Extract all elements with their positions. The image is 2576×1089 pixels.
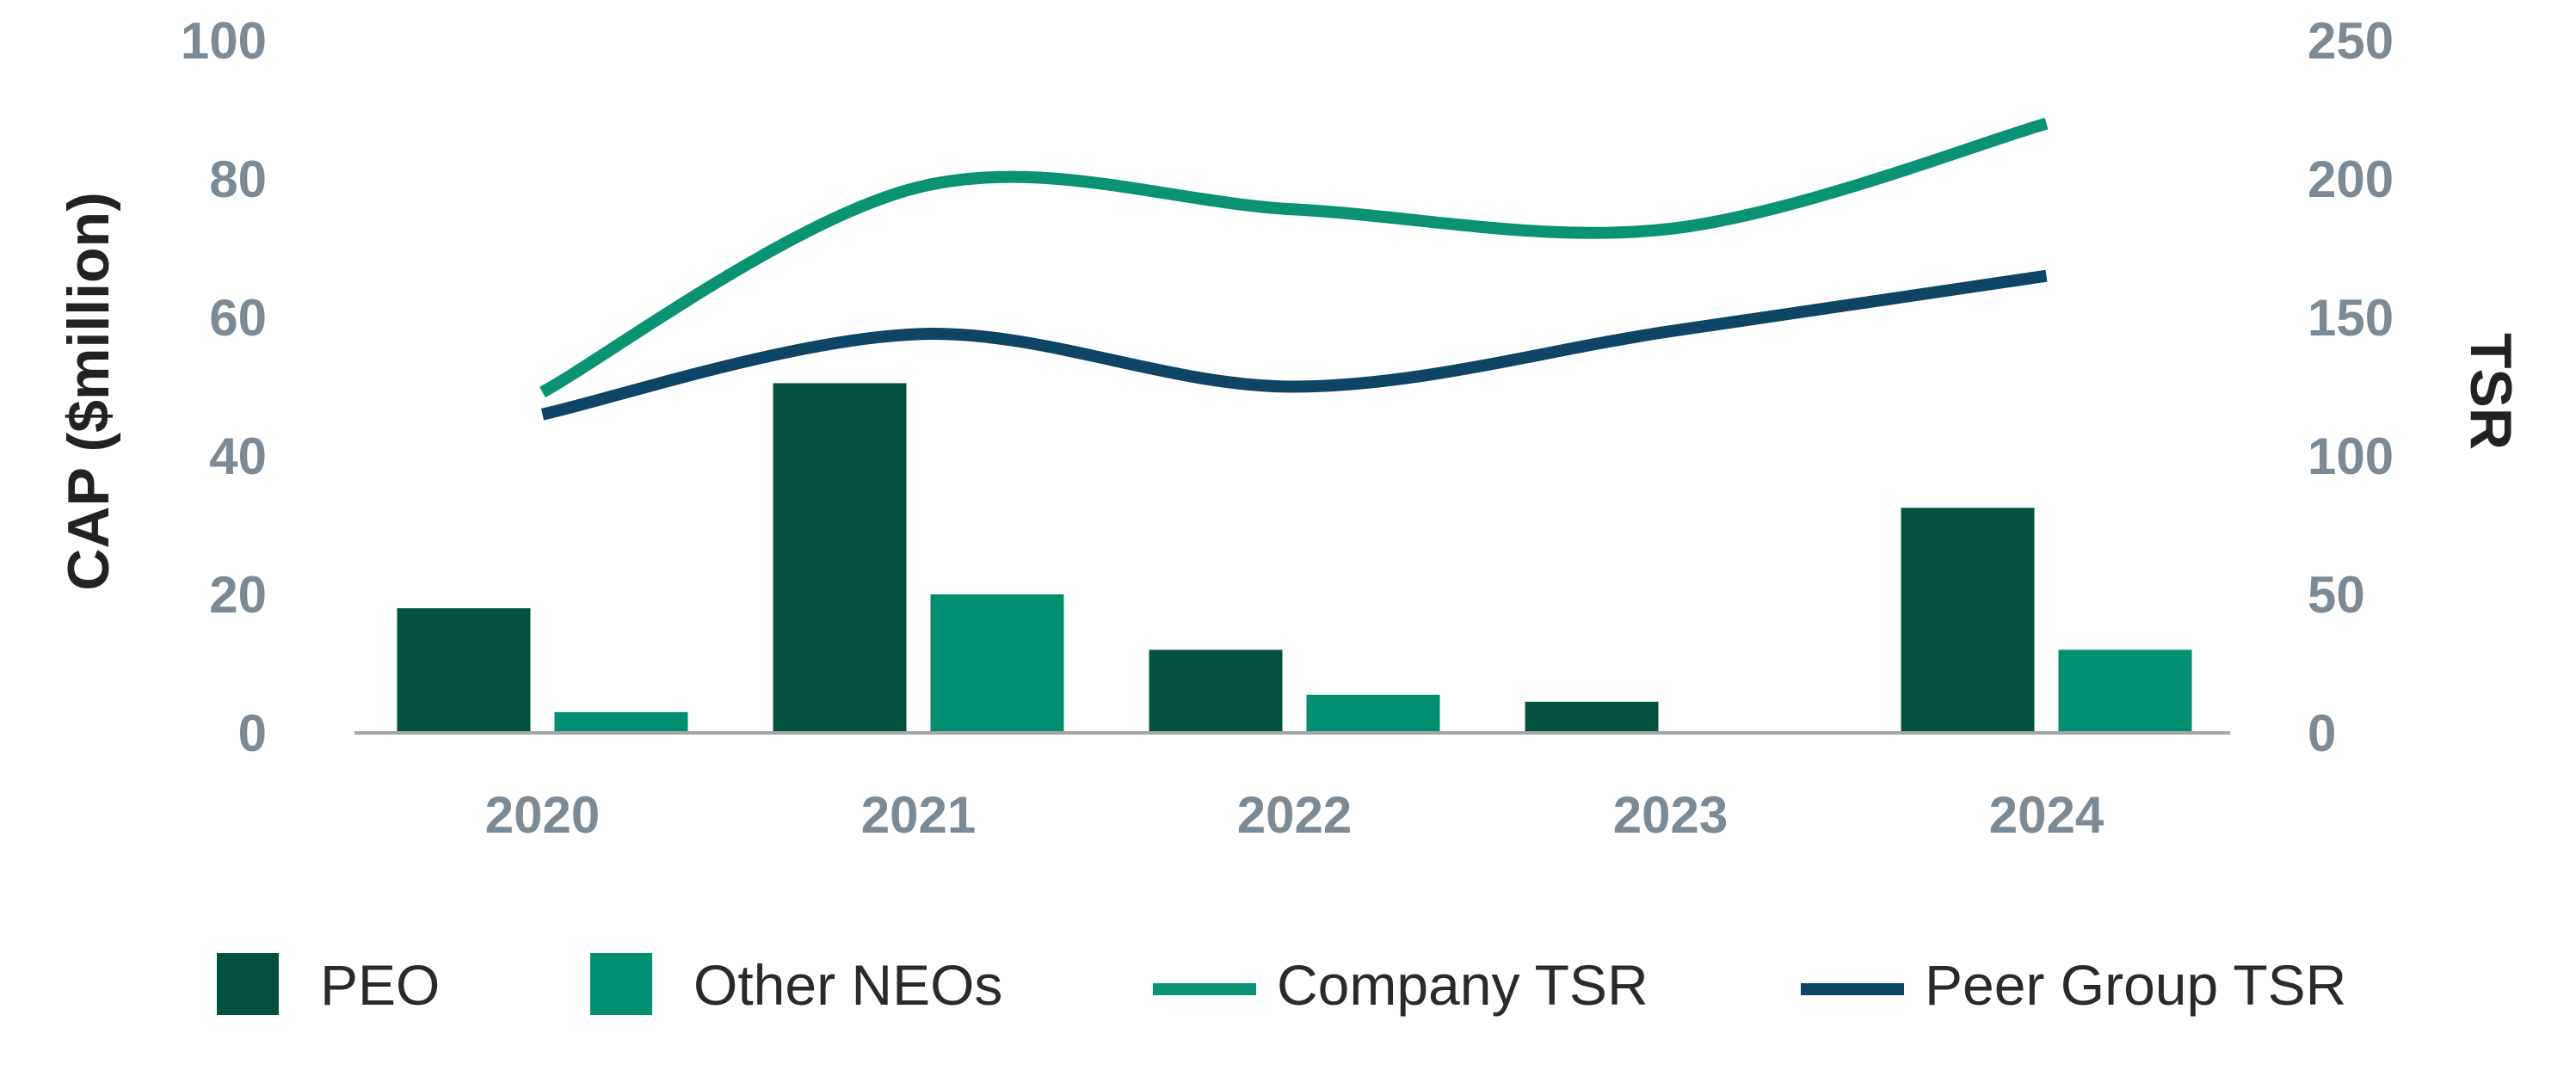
bar-other-neos-2024: [2058, 649, 2192, 733]
left-tick-label: 100: [181, 12, 267, 70]
bar-peo-2023: [1525, 701, 1659, 733]
line-company-tsr: [539, 117, 2049, 398]
x-axis-labels: 2020 2021 2022 2023 2024: [485, 786, 2105, 844]
legend-label-peo: PEO: [320, 953, 440, 1017]
legend: PEO Other NEOs Company TSR Peer Group TS…: [217, 953, 2346, 1017]
left-tick-label: 80: [209, 151, 267, 208]
right-axis-title: TSR: [2458, 333, 2524, 450]
x-tick-label: 2023: [1613, 786, 1728, 844]
left-tick-label: 20: [209, 566, 267, 624]
legend-label-peer-group-tsr: Peer Group TSR: [1925, 953, 2346, 1017]
bar-other-neos-2021: [930, 594, 1064, 733]
legend-label-company-tsr: Company TSR: [1277, 953, 1649, 1017]
right-tick-label: 0: [2308, 704, 2336, 762]
bar-peo-2021: [773, 383, 907, 733]
bar-peo-2024: [1901, 508, 2035, 733]
left-tick-label: 60: [209, 289, 267, 347]
left-tick-label: 40: [209, 428, 267, 485]
left-tick-label: 0: [238, 704, 267, 762]
right-tick-label: 100: [2308, 428, 2394, 485]
x-tick-label: 2020: [485, 786, 600, 844]
bar-peo-2020: [397, 608, 531, 733]
bar-peo-2022: [1149, 649, 1283, 733]
line-peer-group-tsr: [541, 269, 2048, 421]
right-tick-label: 150: [2308, 289, 2394, 347]
bar-other-neos-2020: [554, 711, 688, 733]
x-tick-label: 2022: [1237, 786, 1352, 844]
right-tick-label: 50: [2308, 566, 2365, 624]
tsr-lines: [539, 117, 2049, 421]
x-tick-label: 2021: [861, 786, 976, 844]
right-tick-label: 250: [2308, 12, 2394, 70]
left-axis-title: CAP ($million): [56, 192, 121, 590]
left-axis-ticks: 0 20 40 60 80 100: [181, 12, 267, 762]
x-tick-label: 2024: [1989, 786, 2105, 844]
bar-other-neos-2022: [1306, 694, 1440, 733]
right-axis-ticks: 0 50 100 150 200 250: [2308, 12, 2394, 762]
bars: [397, 383, 2192, 733]
legend-label-other-neos: Other NEOs: [693, 953, 1002, 1017]
right-tick-label: 200: [2308, 151, 2394, 208]
legend-swatch-peo: [217, 953, 279, 1015]
legend-swatch-other-neos: [590, 953, 652, 1015]
